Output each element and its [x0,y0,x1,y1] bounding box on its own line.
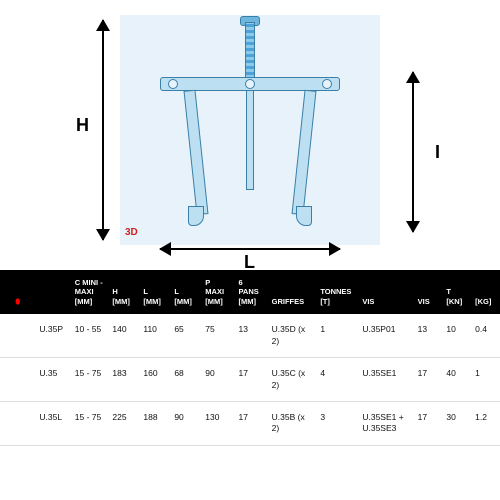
puller-drawing [140,22,360,232]
cell-vis1: U.35P01 [358,314,413,357]
header-vis2: VIS [414,270,443,314]
cell-cmini: 15 - 75 [71,402,109,446]
cell-pmax: 130 [201,402,234,446]
cell-griffes: U.35B (x 2) [268,402,317,446]
header-l2: L [MM] [170,270,201,314]
table-row: U.35P10 - 55140110657513U.35D (x 2)1U.35… [0,314,500,357]
cell-pmax: 90 [201,358,234,402]
cell-6pans: 13 [234,314,267,357]
dimension-i-label: I [435,142,440,163]
cell-h: 225 [108,402,139,446]
dimension-l-label: L [244,252,255,273]
cell-l1: 160 [139,358,170,402]
table-row: U.3515 - 75183160689017U.35C (x 2)4U.35S… [0,358,500,402]
cell-tonnes: 3 [316,402,358,446]
cell-kg: 1 [471,358,500,402]
header-l1: L [MM] [139,270,170,314]
cell-tkn: 40 [442,358,471,402]
spec-table-area: ⬮ C MINI - MAXI [MM] H [MM] L [MM] L [MM… [0,270,500,500]
cell-l2: 68 [170,358,201,402]
cell-l2: 90 [170,402,201,446]
cell-icon [0,314,35,357]
cell-icon [0,402,35,446]
cell-ref: U.35L [35,402,70,446]
header-h: H [MM] [108,270,139,314]
header-griffes: GRIFFES [268,270,317,314]
spec-table: ⬮ C MINI - MAXI [MM] H [MM] L [MM] L [MM… [0,270,500,446]
cell-griffes: U.35D (x 2) [268,314,317,357]
header-pmax: P MAXI [MM] [201,270,234,314]
header-tonnes: TONNES [T] [316,270,358,314]
cell-vis2: 13 [414,314,443,357]
cell-vis1: U.35SE1 [358,358,413,402]
cell-kg: 0.4 [471,314,500,357]
cell-l1: 110 [139,314,170,357]
cell-icon [0,358,35,402]
table-body: U.35P10 - 55140110657513U.35D (x 2)1U.35… [0,314,500,445]
table-header: ⬮ C MINI - MAXI [MM] H [MM] L [MM] L [MM… [0,270,500,314]
cell-l1: 188 [139,402,170,446]
cell-cmini: 15 - 75 [71,358,109,402]
dimension-l: L [160,234,340,264]
header-cmini: C MINI - MAXI [MM] [71,270,109,314]
cell-vis2: 17 [414,358,443,402]
cell-tonnes: 1 [316,314,358,357]
cell-tonnes: 4 [316,358,358,402]
cell-6pans: 17 [234,402,267,446]
cell-vis1: U.35SE1 + U.35SE3 [358,402,413,446]
cell-l2: 65 [170,314,201,357]
header-ref [35,270,70,314]
cell-ref: U.35 [35,358,70,402]
header-tkn: T [KN] [442,270,471,314]
cell-tkn: 30 [442,402,471,446]
cell-vis2: 17 [414,402,443,446]
header-6pans: 6 PANS [MM] [234,270,267,314]
cell-h: 183 [108,358,139,402]
cell-6pans: 17 [234,358,267,402]
cell-griffes: U.35C (x 2) [268,358,317,402]
dimension-h-label: H [76,115,89,136]
cell-h: 140 [108,314,139,357]
cell-cmini: 10 - 55 [71,314,109,357]
logo-3d: 3D [125,227,138,238]
dimension-i: I [398,72,428,232]
dimension-h: H [88,20,118,240]
cell-ref: U.35P [35,314,70,357]
header-vis1: VIS [358,270,413,314]
cell-tkn: 10 [442,314,471,357]
technical-diagram: H I L 3D [0,0,500,270]
header-icon: ⬮ [0,270,35,314]
header-kg: [KG] [471,270,500,314]
cell-pmax: 75 [201,314,234,357]
table-row: U.35L15 - 752251889013017U.35B (x 2)3U.3… [0,402,500,446]
cell-kg: 1.2 [471,402,500,446]
